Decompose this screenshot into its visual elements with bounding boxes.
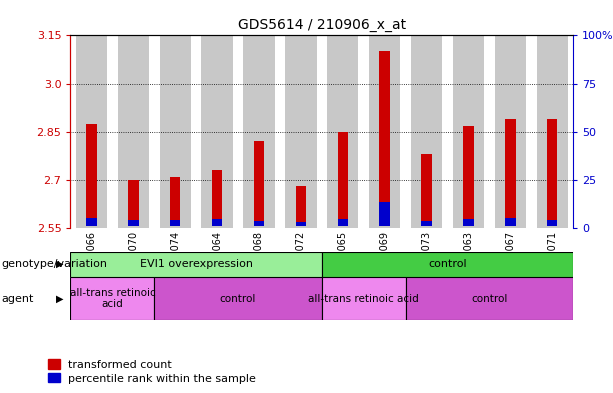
Text: ▶: ▶ — [56, 294, 64, 304]
Bar — [202, 35, 233, 228]
Bar — [421, 221, 432, 226]
Bar — [322, 277, 406, 320]
Bar — [254, 221, 264, 226]
Bar — [463, 126, 474, 226]
Bar — [212, 219, 223, 226]
Bar — [254, 141, 264, 226]
Bar — [411, 35, 442, 228]
Text: agent: agent — [1, 294, 34, 304]
Bar — [243, 35, 275, 228]
Bar — [369, 35, 400, 228]
Text: control: control — [220, 294, 256, 304]
Bar — [170, 176, 180, 226]
Bar — [453, 35, 484, 228]
Bar — [327, 35, 359, 228]
Bar — [128, 180, 139, 226]
Bar — [505, 218, 516, 226]
Bar — [421, 154, 432, 226]
Text: all-trans retinoic acid: all-trans retinoic acid — [308, 294, 419, 304]
Bar — [295, 185, 306, 226]
Bar — [118, 35, 149, 228]
Legend: transformed count, percentile rank within the sample: transformed count, percentile rank withi… — [48, 359, 256, 384]
Bar — [338, 219, 348, 226]
Bar — [505, 119, 516, 226]
Bar — [70, 252, 322, 277]
Bar — [379, 202, 390, 226]
Bar — [70, 277, 154, 320]
Bar — [338, 132, 348, 226]
Bar — [322, 252, 573, 277]
Bar — [285, 35, 316, 228]
Bar — [495, 35, 526, 228]
Bar — [86, 218, 97, 226]
Bar — [547, 119, 557, 226]
Bar — [154, 277, 322, 320]
Bar — [295, 222, 306, 226]
Text: all-trans retinoic
acid: all-trans retinoic acid — [69, 288, 155, 309]
Bar — [547, 220, 557, 226]
Text: control: control — [428, 259, 467, 269]
Text: control: control — [471, 294, 508, 304]
Bar — [159, 35, 191, 228]
Bar — [406, 277, 573, 320]
Bar — [76, 35, 107, 228]
Bar — [128, 220, 139, 226]
Text: ▶: ▶ — [56, 259, 64, 269]
Text: genotype/variation: genotype/variation — [1, 259, 107, 269]
Bar — [86, 124, 97, 226]
Bar — [536, 35, 568, 228]
Bar — [379, 51, 390, 226]
Title: GDS5614 / 210906_x_at: GDS5614 / 210906_x_at — [238, 18, 406, 31]
Bar — [170, 220, 180, 226]
Bar — [463, 219, 474, 226]
Bar — [212, 170, 223, 226]
Text: EVI1 overexpression: EVI1 overexpression — [140, 259, 253, 269]
